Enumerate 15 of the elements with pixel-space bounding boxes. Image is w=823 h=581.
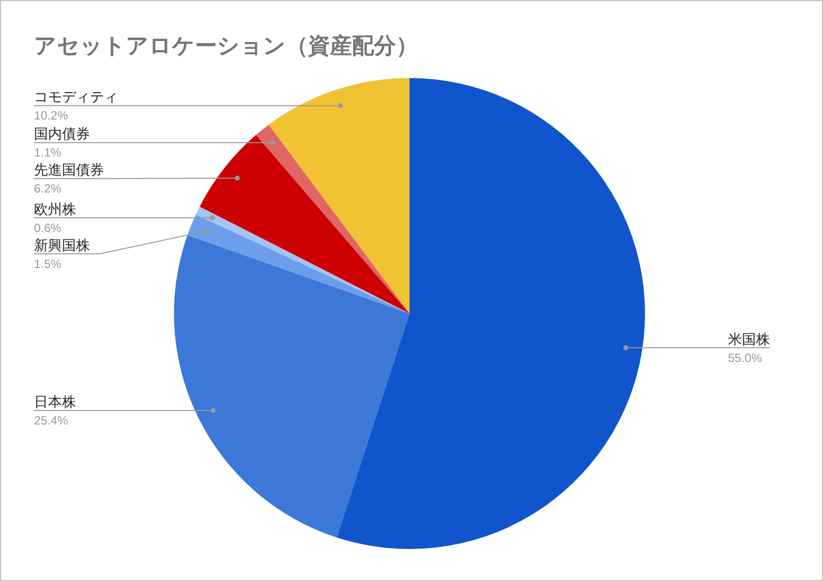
- data-label: 1.5%: [34, 256, 62, 271]
- slice-label: 国内債券: [34, 126, 90, 142]
- data-label: 25.4%: [34, 413, 68, 428]
- slice-label: 欧州株: [34, 200, 76, 217]
- slice-label: コモディティ: [34, 88, 118, 105]
- data-label: 1.1%: [34, 146, 62, 160]
- slice-label: 米国株: [728, 330, 770, 347]
- data-label: 10.2%: [34, 108, 68, 123]
- chart-title: アセットアロケーション（資産配分）: [34, 33, 418, 58]
- slice-label: 新興国株: [34, 236, 90, 253]
- slice-label: 先進国債券: [34, 162, 104, 178]
- data-label: 55.0%: [728, 350, 762, 365]
- data-label: 6.2%: [34, 182, 62, 196]
- slice-label: 日本株: [34, 393, 76, 410]
- data-label: 0.6%: [34, 220, 62, 235]
